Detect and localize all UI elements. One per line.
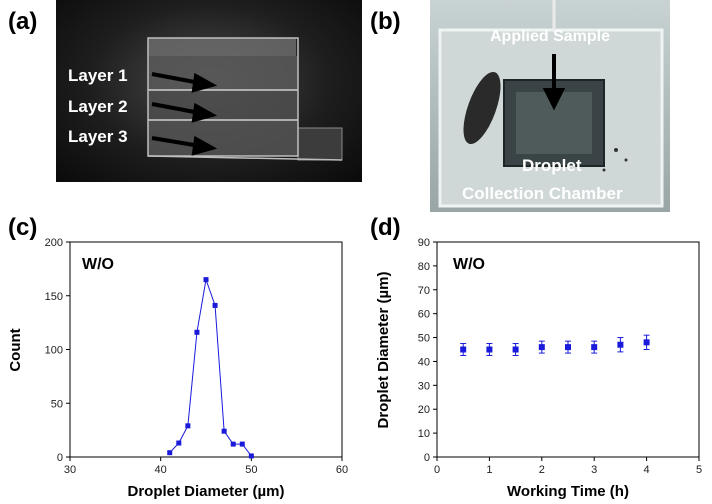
panel-label-d: (d) bbox=[370, 214, 401, 241]
chart-d-xtick-label: 3 bbox=[591, 464, 597, 476]
chart-d-data-point bbox=[565, 344, 571, 351]
chart-d-data-point bbox=[486, 346, 493, 353]
diameter-time-chart: W/O Working Time (h) Droplet Diameter (µ… bbox=[375, 237, 702, 500]
chart-c-ytick-label: 100 bbox=[45, 345, 63, 357]
chart-c-data-point bbox=[176, 440, 182, 446]
chart-d-ylabel: Droplet Diameter (µm) bbox=[375, 271, 392, 428]
chart-d-xtick-label: 2 bbox=[539, 464, 545, 476]
chart-c-data-point bbox=[221, 428, 227, 434]
chart-c-data-point bbox=[203, 277, 209, 283]
chart-d-ytick-label: 70 bbox=[418, 285, 430, 297]
count-histogram-chart: W/O Droplet Diameter (µm) Count 30 40 50 60… bbox=[7, 237, 348, 500]
layer-arrows bbox=[151, 72, 218, 156]
chart-d-ytick-label: 90 bbox=[418, 237, 430, 249]
chart-c-xtick-label: 40 bbox=[155, 464, 167, 476]
chart-d-xlabel: Working Time (h) bbox=[507, 483, 629, 500]
chart-c-data-point bbox=[212, 302, 218, 308]
chart-c-xtick-label: 60 bbox=[336, 464, 348, 476]
chart-d-annotation: W/O bbox=[453, 256, 485, 273]
chart-d-ytick-label: 10 bbox=[418, 428, 430, 440]
chart-d-ytick-label: 40 bbox=[418, 356, 430, 368]
chart-d-frame bbox=[436, 241, 700, 458]
sample-arrow bbox=[542, 54, 566, 111]
collection-chamber-photo: Applied Sample Droplet Collection Chambe… bbox=[430, 0, 670, 212]
chart-d-data-point bbox=[538, 344, 545, 351]
chart-c-xtick-label: 30 bbox=[64, 464, 76, 476]
chart-d-ytick-label: 20 bbox=[418, 404, 430, 416]
device-illustration bbox=[147, 37, 343, 161]
chart-c-ytick-label: 50 bbox=[51, 398, 63, 410]
chart-c-data-point bbox=[230, 441, 236, 447]
chart-c-xlabel: Droplet Diameter (µm) bbox=[127, 483, 284, 500]
chart-d-data-point bbox=[512, 346, 519, 353]
chamber-label-line2: Collection Chamber bbox=[462, 184, 623, 203]
chart-c-ylabel: Count bbox=[7, 328, 24, 371]
chart-d-data-point bbox=[591, 344, 598, 351]
chamber-illustration bbox=[438, 0, 664, 208]
chart-d-data-point bbox=[460, 346, 467, 353]
chart-c-ytick-label: 0 bbox=[57, 452, 63, 464]
applied-sample-label: Applied Sample bbox=[490, 28, 611, 45]
chart-c-ytick-label: 200 bbox=[45, 237, 63, 249]
chart-d-xtick-label: 5 bbox=[696, 464, 702, 476]
chart-d-data-point bbox=[643, 339, 650, 346]
chart-d-ytick-label: 80 bbox=[418, 261, 430, 273]
chart-d-data-point bbox=[617, 341, 624, 348]
chart-c-xtick-label: 50 bbox=[245, 464, 257, 476]
chart-c-data-point bbox=[248, 453, 254, 459]
chart-c-frame bbox=[69, 241, 343, 458]
chart-d-ytick-label: 50 bbox=[418, 333, 430, 345]
chart-c-data-point bbox=[194, 329, 200, 335]
chart-d-ytick-label: 60 bbox=[418, 309, 430, 321]
chart-d-xtick-label: 1 bbox=[486, 464, 492, 476]
chart-c-ytick-label: 150 bbox=[45, 291, 63, 303]
chart-c-data-point bbox=[167, 450, 173, 456]
panel-label-c: (c) bbox=[8, 214, 38, 241]
layer-2-label: Layer 2 bbox=[68, 97, 128, 116]
layer-1-label: Layer 1 bbox=[68, 66, 128, 85]
layer-3-label: Layer 3 bbox=[68, 127, 128, 146]
chamber-label-line1: Droplet bbox=[522, 156, 582, 175]
chart-d-xtick-label: 4 bbox=[644, 464, 650, 476]
chart-d-ytick-label: 0 bbox=[424, 452, 430, 464]
chart-c-series-line bbox=[169, 277, 252, 457]
chart-c-data-point bbox=[239, 441, 245, 447]
panel-label-a: (a) bbox=[8, 8, 38, 35]
panel-label-b: (b) bbox=[370, 8, 401, 35]
chart-d-xtick-label: 0 bbox=[434, 464, 440, 476]
chart-c-data-point bbox=[185, 423, 191, 429]
device-layers-photo: Layer 1 Layer 2 Layer 3 bbox=[56, 0, 362, 182]
chart-d-ytick-label: 30 bbox=[418, 380, 430, 392]
chart-c-annotation: W/O bbox=[82, 256, 114, 273]
